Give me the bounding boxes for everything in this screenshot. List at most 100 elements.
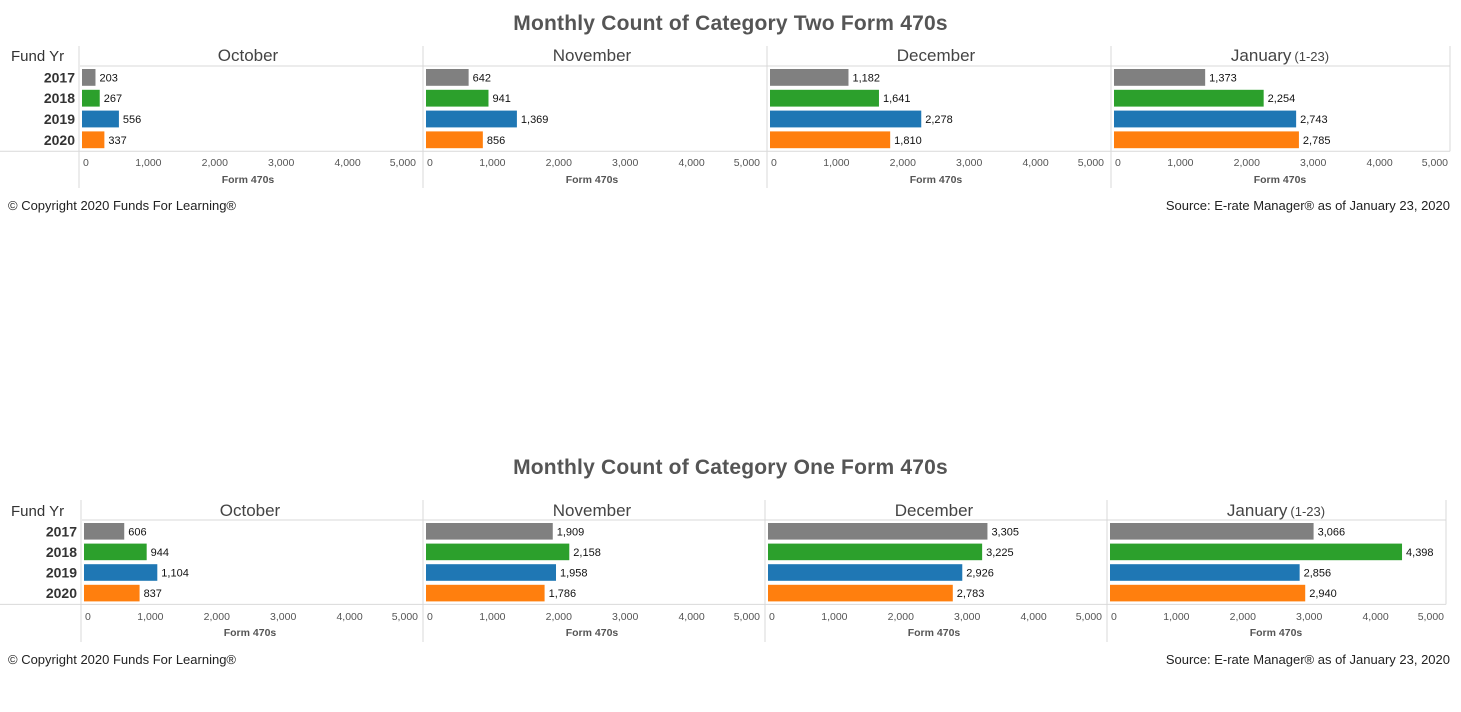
bar-october-2020 (82, 131, 105, 149)
value-label-january-2018: 2,254 (1268, 93, 1296, 105)
source-note: Source: E-rate Manager® as of January 23… (1165, 652, 1450, 667)
bar-november-2018 (426, 543, 570, 561)
bar-october-2019 (82, 110, 119, 128)
axis-tick-label: 3,000 (954, 611, 980, 623)
category-one-chart: Monthly Count of Category One Form 470s … (0, 446, 1461, 686)
axis-tick-label: 5,000 (1076, 611, 1102, 623)
axis-tick-label: 2,000 (888, 611, 914, 623)
axis-tick-label: 1,000 (823, 157, 849, 169)
bar-january-2020 (1110, 584, 1306, 602)
value-label-december-2020: 2,783 (957, 588, 985, 600)
value-label-january-2018: 4,398 (1406, 547, 1434, 559)
axis-tick-label: 1,000 (479, 611, 505, 623)
x-axis-title: Form 470s (1254, 174, 1307, 186)
value-label-december-2017: 3,305 (991, 526, 1019, 538)
month-header-october: October (218, 46, 279, 65)
bar-november-2019 (426, 564, 557, 581)
value-label-january-2019: 2,743 (1300, 114, 1328, 126)
axis-tick-label: 3,000 (270, 611, 296, 623)
axis-tick-label: 5,000 (1418, 611, 1444, 623)
value-label-october-2018: 267 (104, 93, 122, 105)
month-header-november: November (553, 46, 632, 65)
axis-tick-label: 5,000 (1078, 157, 1104, 169)
x-axis-title: Form 470s (566, 174, 619, 186)
axis-tick-label: 1,000 (137, 611, 163, 623)
value-label-november-2019: 1,369 (521, 114, 549, 126)
bar-october-2020 (84, 584, 140, 602)
month-header-january: January (1-23) (1227, 501, 1325, 520)
axis-tick-label: 5,000 (734, 611, 760, 623)
axis-tick-label: 1,000 (135, 157, 161, 169)
month-name: January (1227, 501, 1288, 520)
bar-november-2017 (426, 523, 553, 540)
value-label-december-2018: 1,641 (883, 93, 911, 105)
bar-december-2019 (770, 110, 922, 128)
month-header-october: October (220, 501, 281, 520)
value-label-october-2019: 1,104 (161, 568, 189, 580)
axis-tick-label: 4,000 (336, 611, 362, 623)
axis-tick-label: 5,000 (1422, 157, 1448, 169)
source-note: Source: E-rate Manager® as of January 23… (1165, 198, 1450, 213)
bar-october-2017 (82, 69, 96, 86)
axis-tick-label: 4,000 (678, 157, 704, 169)
axis-tick-label: 0 (427, 611, 433, 623)
category-one-chart-svg: Fund Yr 2017 2018 2019 2020 October 606 944 1,10… (0, 500, 1447, 642)
month-header-january: January (1-23) (1231, 46, 1329, 65)
bar-november-2019 (426, 110, 517, 128)
axis-tick-label: 3,000 (1300, 157, 1326, 169)
value-label-december-2017: 1,182 (852, 72, 880, 84)
chart-title: Monthly Count of Category One Form 470s (513, 456, 948, 479)
axis-tick-label: 3,000 (1296, 611, 1322, 623)
axis-tick-label: 2,000 (204, 611, 230, 623)
value-label-october-2020: 337 (108, 135, 126, 147)
bar-january-2018 (1110, 543, 1403, 561)
axis-tick-label: 4,000 (1020, 611, 1046, 623)
axis-tick-label: 1,000 (1167, 157, 1193, 169)
row-label-2017: 2017 (44, 69, 75, 85)
copyright-note: © Copyright 2020 Funds For Learning® (8, 652, 237, 667)
axis-tick-label: 0 (1115, 157, 1121, 169)
axis-tick-label: 2,000 (1234, 157, 1260, 169)
bar-october-2017 (84, 523, 125, 540)
axis-tick-label: 5,000 (392, 611, 418, 623)
value-label-december-2019: 2,926 (966, 568, 994, 580)
month-header-december: December (897, 46, 976, 65)
axis-tick-label: 5,000 (734, 157, 760, 169)
axis-tick-label: 4,000 (1366, 157, 1392, 169)
category-two-chart: Monthly Count of Category Two Form 470s … (0, 0, 1461, 230)
row-label-2018: 2018 (46, 544, 77, 560)
bar-october-2018 (84, 543, 147, 561)
value-label-november-2020: 856 (487, 135, 505, 147)
axis-tick-label: 2,000 (202, 157, 228, 169)
month-header-december: December (895, 501, 974, 520)
month-note: (1-23) (1290, 504, 1325, 519)
value-label-december-2020: 1,810 (894, 135, 922, 147)
x-axis-title: Form 470s (1250, 627, 1303, 639)
bar-december-2017 (768, 523, 988, 540)
value-label-november-2018: 941 (492, 93, 510, 105)
row-label-2020: 2020 (44, 132, 75, 148)
row-label-2019: 2019 (46, 565, 77, 581)
axis-tick-label: 3,000 (612, 611, 638, 623)
chart-title: Monthly Count of Category Two Form 470s (513, 12, 948, 35)
value-label-november-2020: 1,786 (549, 588, 577, 600)
bar-november-2017 (426, 69, 469, 86)
axis-tick-label: 0 (427, 157, 433, 169)
bar-january-2019 (1110, 564, 1300, 581)
value-label-january-2020: 2,940 (1309, 588, 1337, 600)
value-label-october-2020: 837 (144, 588, 162, 600)
bar-december-2018 (770, 89, 879, 107)
bar-january-2017 (1110, 523, 1314, 540)
axis-tick-label: 3,000 (612, 157, 638, 169)
value-label-january-2017: 1,373 (1209, 72, 1237, 84)
month-name: January (1231, 46, 1292, 65)
row-label-2018: 2018 (44, 90, 75, 106)
value-label-october-2017: 203 (99, 72, 117, 84)
bar-january-2020 (1114, 131, 1299, 149)
axis-tick-label: 1,000 (821, 611, 847, 623)
bar-december-2017 (770, 69, 849, 86)
axis-tick-label: 2,000 (546, 157, 572, 169)
bar-december-2019 (768, 564, 963, 581)
axis-tick-label: 1,000 (1163, 611, 1189, 623)
month-note: (1-23) (1294, 49, 1329, 64)
